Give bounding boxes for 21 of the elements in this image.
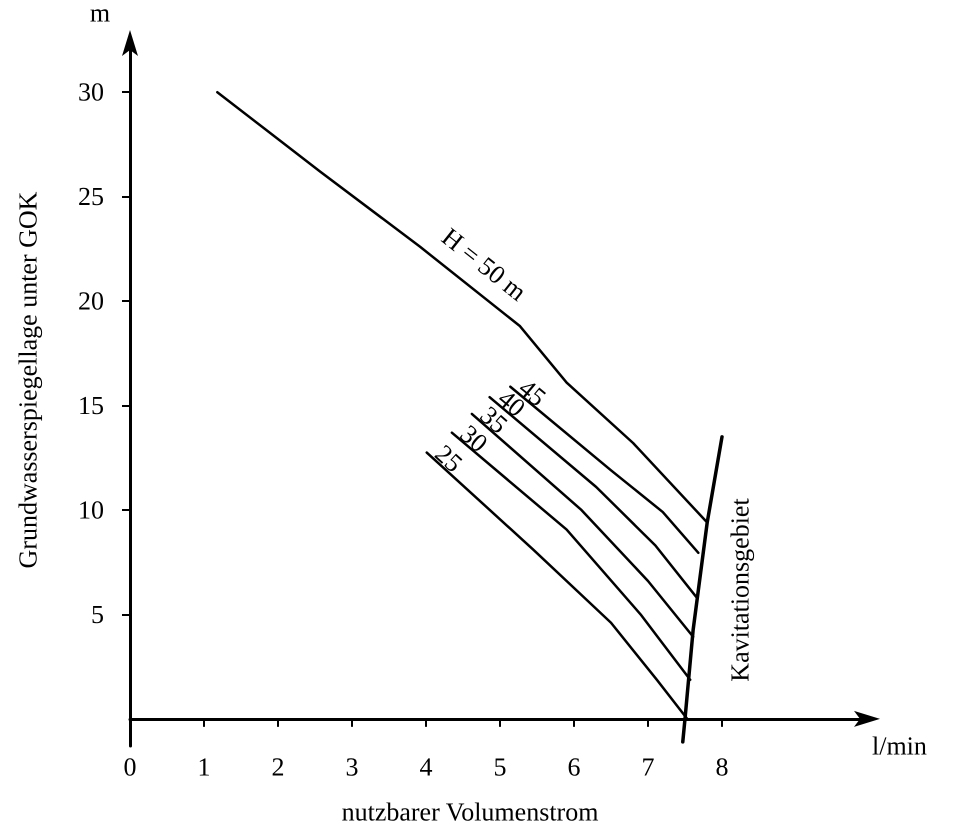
x-tick-label: 4 xyxy=(420,752,432,782)
x-tick-label: 1 xyxy=(198,752,210,782)
x-tick-label: 5 xyxy=(494,752,506,782)
x-tick-label: 8 xyxy=(716,752,728,782)
x-tick-label: 7 xyxy=(642,752,654,782)
x-tick-label: 6 xyxy=(568,752,580,782)
y-tick-label: 25 xyxy=(78,182,104,212)
x-tick-label: 3 xyxy=(346,752,358,782)
x-tick-label: 2 xyxy=(272,752,284,782)
text: m xyxy=(90,0,110,28)
y-axis-title: Grundwasserspiegellage unter GOK xyxy=(14,191,42,568)
x-axis-title: nutzbarer Volumenstrom xyxy=(342,798,598,826)
annotation: Kavitationsgebiet xyxy=(726,498,754,682)
y-tick-label: 20 xyxy=(78,286,104,316)
y-tick-label: 10 xyxy=(78,495,104,524)
text: l/min xyxy=(872,731,927,760)
x-tick-label: 0 xyxy=(124,752,136,782)
text: H = 50 m xyxy=(436,222,532,307)
y-tick-label: 30 xyxy=(78,78,104,107)
y-tick-label: 15 xyxy=(78,391,104,420)
y-tick-label: 5 xyxy=(91,600,104,629)
